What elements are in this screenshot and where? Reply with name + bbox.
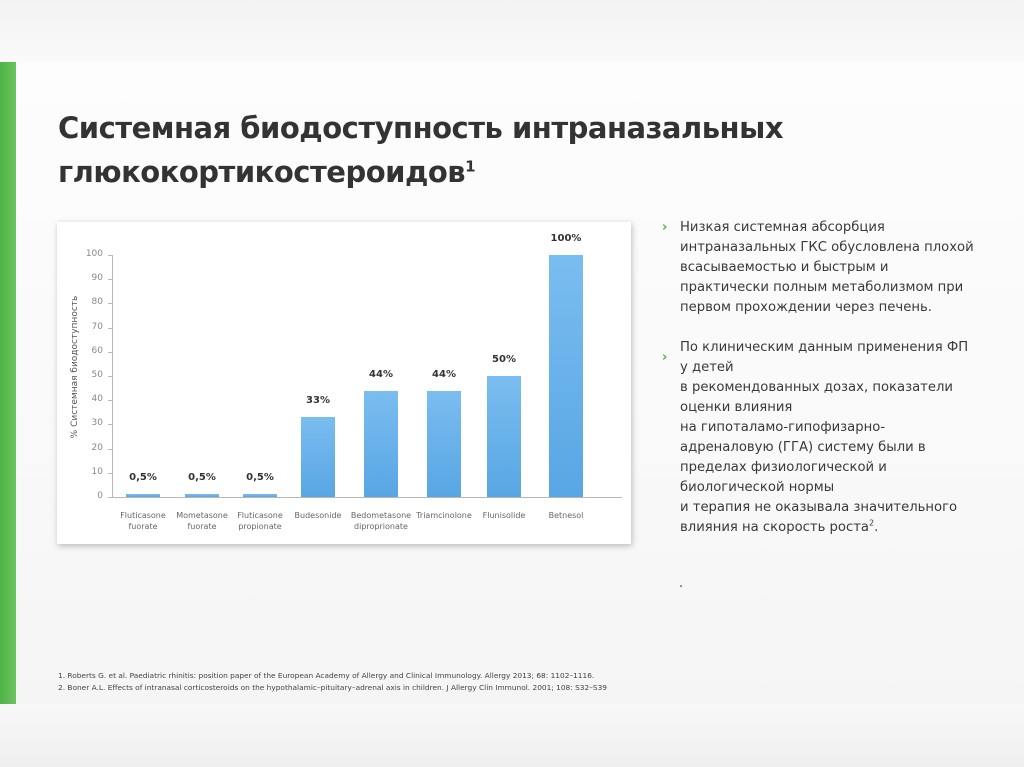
y-tick: [108, 424, 112, 426]
bar: [126, 494, 160, 497]
bar: [364, 390, 398, 497]
bar: [185, 494, 219, 497]
category-label: Budesonide: [294, 511, 342, 520]
title-line-2-text: глюкокортикостероидов: [58, 155, 466, 189]
y-tick: [108, 303, 112, 305]
y-tick: [108, 255, 112, 256]
y-tick: [108, 279, 112, 281]
y-tick-label: 30: [91, 418, 103, 429]
bullet-item-2: › По клиническим данным применения ФП у д…: [662, 338, 1002, 538]
reference-2: 2. Boner A.L. Effects of intranasal cort…: [58, 683, 607, 692]
reference-1: 1. Roberts G. et al. Paediatric rhinitis…: [58, 671, 595, 680]
y-tick-label: 100: [85, 249, 103, 259]
bar-value-label: 50%: [492, 354, 516, 365]
bar-value-label: 0,5%: [129, 472, 157, 483]
category-label: Bedometasone diproprionate: [350, 511, 412, 531]
y-tick: [108, 351, 112, 353]
y-tick-label: 50: [91, 370, 103, 380]
y-tick: [108, 327, 112, 329]
y-tick-label: 20: [91, 442, 103, 453]
y-tick-label: 0: [97, 491, 103, 501]
y-axis: [112, 255, 113, 497]
chevron-right-icon: ›: [662, 350, 668, 365]
y-tick-label: 40: [91, 394, 103, 405]
title-line-1: Системная биодоступность интраназальных: [58, 111, 784, 145]
slide-title: Системная биодоступность интраназальных …: [58, 106, 818, 194]
category-label: Flunisolide: [482, 511, 526, 520]
title-line-2: глюкокортикостероидов1: [58, 150, 818, 194]
bullet-list: › Низкая системная абсорбция интраназальн…: [662, 218, 1002, 558]
y-tick: [108, 376, 112, 377]
y-tick: [108, 497, 112, 498]
bar-value-label: 0,5%: [246, 472, 274, 483]
bar: [487, 376, 521, 497]
bar: [301, 417, 335, 497]
y-tick: [108, 472, 112, 474]
bullet-item-1: › Низкая системная абсорбция интраназальн…: [662, 218, 1002, 318]
accent-bar: [0, 62, 16, 704]
x-axis: [112, 497, 622, 498]
bar-value-label: 33%: [306, 395, 330, 407]
y-tick: [108, 400, 112, 402]
bar-chart: % Системная биодоступность 0 10 20 30 40 50 60…: [57, 222, 631, 544]
y-tick-label: 10: [91, 466, 103, 477]
y-tick-label: 60: [91, 345, 103, 356]
y-tick-label: 80: [91, 297, 103, 308]
bar-value-label: 0,5%: [188, 472, 216, 483]
bullet-2-text: По клиническим данным применения ФП у дет…: [680, 340, 969, 535]
background-bottom: [0, 704, 1024, 767]
title-footnote-marker: 1: [465, 157, 476, 176]
references: 1. Roberts G. et al. Paediatric rhinitis…: [58, 670, 607, 694]
bar-value-label: 44%: [432, 368, 456, 380]
category-label: Triamcinolone: [416, 511, 472, 520]
bar-value-label: 44%: [369, 368, 393, 380]
stray-dot: .: [679, 576, 684, 591]
chevron-right-icon: ›: [662, 220, 668, 235]
bar: [427, 390, 461, 497]
bar: [243, 494, 277, 497]
category-label: Betnesol: [548, 511, 584, 520]
y-tick: [108, 448, 112, 450]
bar-value-label: 100%: [550, 233, 582, 244]
background-top: [0, 0, 1024, 62]
category-label: Mometasone fuorate: [176, 511, 228, 531]
y-tick-label: 90: [91, 273, 103, 284]
bullet-1-text: Низкая системная абсорбция интраназальных…: [680, 220, 974, 315]
bar: [549, 255, 583, 497]
category-label: Fluticasone fuorate: [120, 511, 166, 531]
category-label: Fluticasone propionate: [237, 511, 283, 531]
y-tick-label: 70: [91, 321, 103, 332]
